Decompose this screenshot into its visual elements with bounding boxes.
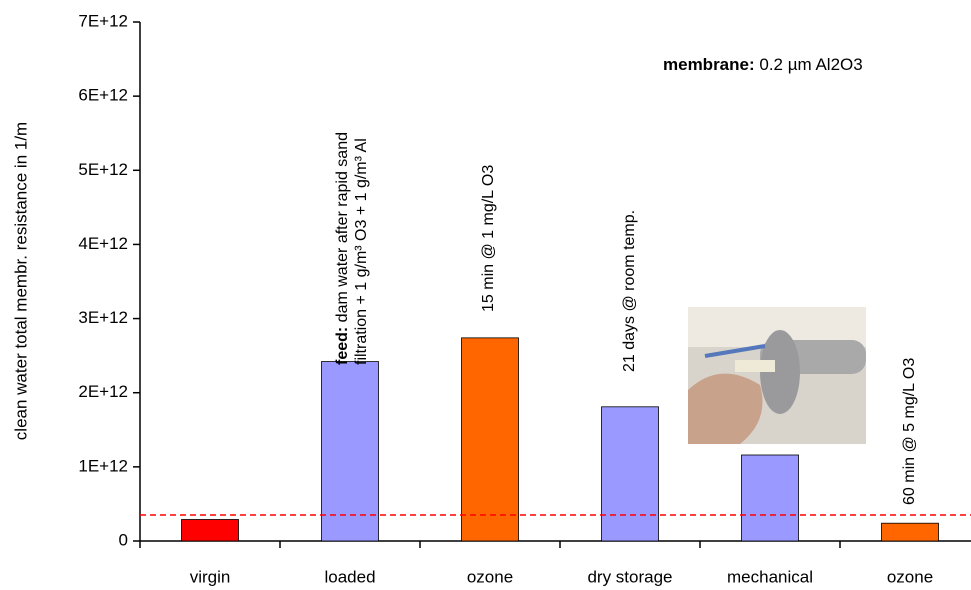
- annotation-text: 21 days @ room temp.: [621, 210, 638, 372]
- annotation-text: dam water after rapid sand: [334, 132, 351, 322]
- annotation: feed: dam water after rapid sand: [334, 132, 351, 365]
- note-text: 0.2 µm Al2O3: [759, 55, 862, 74]
- annotation: 21 days @ room temp.: [621, 210, 638, 372]
- bar: [881, 522, 939, 542]
- annotation: 15 min @ 1 mg/L O3: [480, 165, 497, 312]
- bar: [461, 337, 519, 542]
- bar: [601, 406, 659, 542]
- x-tick-label: ozone: [467, 567, 513, 586]
- annotation-text: 15 min @ 1 mg/L O3: [480, 165, 497, 312]
- y-tick-label: 7E+12: [78, 11, 128, 30]
- annotation-bold: feed:: [334, 327, 351, 365]
- bar: [741, 454, 799, 542]
- x-tick-label: virgin: [190, 567, 231, 586]
- annotation-text: filtration + 1 g/m³ O3 + 1 g/m³ Al: [353, 138, 370, 365]
- annotation: filtration + 1 g/m³ O3 + 1 g/m³ Al: [353, 138, 370, 365]
- y-tick-label: 3E+12: [78, 308, 128, 327]
- y-axis-label: clean water total membr. resistance in 1…: [11, 122, 30, 440]
- note-bold: membrane:: [663, 55, 755, 74]
- y-tick-label: 2E+12: [78, 382, 128, 401]
- x-tick-label: loaded: [324, 567, 375, 586]
- y-tick-label: 6E+12: [78, 86, 128, 105]
- x-tick-label: dry storage: [587, 567, 672, 586]
- photo: [688, 307, 866, 444]
- note: membrane: 0.2 µm Al2O3: [663, 55, 863, 74]
- bar: [321, 361, 379, 542]
- x-tick-label: mechanical: [727, 567, 813, 586]
- y-tick-label: 4E+12: [78, 234, 128, 253]
- y-tick-label: 1E+12: [78, 456, 128, 475]
- y-tick-label: 5E+12: [78, 160, 128, 179]
- x-tick-label: ozone: [887, 567, 933, 586]
- annotation-text: 60 min @ 5 mg/L O3: [901, 358, 918, 505]
- y-tick-label: 0: [119, 530, 128, 549]
- annotation: 60 min @ 5 mg/L O3: [901, 358, 918, 505]
- bar: [181, 519, 239, 542]
